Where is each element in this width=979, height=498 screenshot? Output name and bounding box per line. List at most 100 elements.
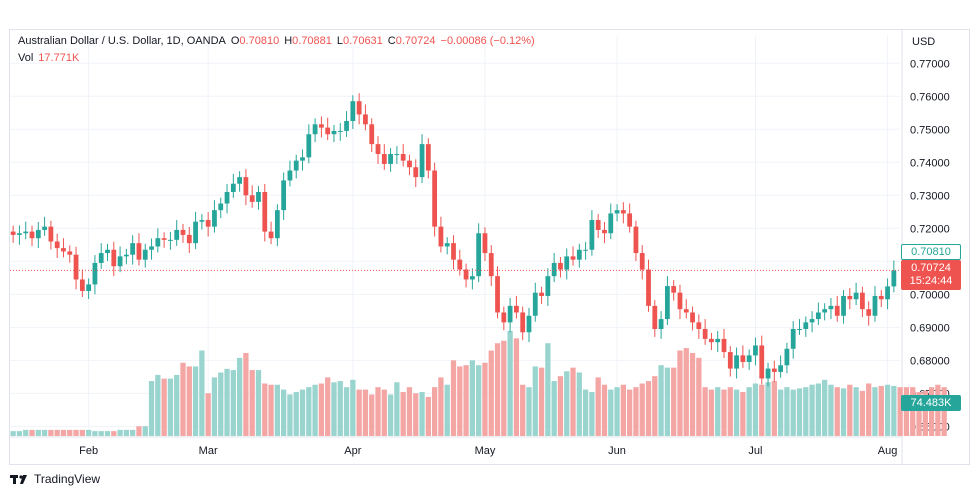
- candle-body: [482, 233, 488, 254]
- volume-bar: [54, 429, 60, 436]
- candle-body: [61, 248, 66, 252]
- volume-bar: [186, 366, 192, 436]
- volume-bar: [293, 392, 299, 436]
- volume-bar: [501, 340, 507, 436]
- volume-bar: [557, 376, 564, 436]
- volume-bar: [73, 429, 79, 436]
- volume-bar: [394, 382, 400, 436]
- volume-bar: [551, 381, 557, 436]
- volume-bar: [67, 429, 73, 436]
- candle-body: [48, 226, 54, 242]
- candle-body: [620, 210, 626, 214]
- volume-bar: [916, 392, 922, 436]
- candle-body: [815, 312, 821, 320]
- volume-bar: [853, 387, 859, 436]
- candle-body: [828, 305, 834, 310]
- volume-bar: [733, 389, 740, 436]
- candle-body: [161, 238, 167, 240]
- volume-bar: [16, 431, 23, 436]
- candle-body: [463, 269, 469, 280]
- candle-body: [847, 295, 853, 300]
- y-axis-title: USD: [912, 36, 935, 48]
- candle-body: [432, 170, 438, 227]
- volume-bar: [746, 387, 752, 436]
- volume-bar: [626, 389, 633, 436]
- y-tick-label: 0.68000: [910, 355, 950, 367]
- candle-body: [425, 144, 431, 171]
- volume-bar: [174, 374, 180, 436]
- volume-bar: [375, 387, 381, 436]
- volume-bar: [928, 387, 935, 436]
- candle-body: [300, 157, 305, 161]
- candle-body: [476, 233, 482, 277]
- candle-body: [142, 249, 148, 260]
- volume-bar: [268, 384, 274, 436]
- candle-body: [696, 322, 702, 329]
- volume-bar: [218, 372, 224, 436]
- volume-label: Vol: [18, 52, 34, 64]
- candle-body: [149, 246, 154, 250]
- volume-bar: [325, 377, 331, 436]
- tradingview-footer[interactable]: TradingView: [10, 472, 100, 486]
- change-value: −0.00086 (−0.12%): [440, 35, 535, 47]
- y-tick-label: 0.70000: [910, 289, 950, 301]
- volume-bar: [180, 362, 186, 436]
- volume-bar: [463, 365, 469, 436]
- volume-bar: [576, 372, 582, 436]
- candle-body: [627, 213, 633, 227]
- chart-frame[interactable]: [9, 29, 970, 465]
- volume-bar: [387, 394, 394, 436]
- candle-body: [325, 127, 331, 135]
- candle-body: [218, 203, 224, 211]
- volume-bar: [677, 350, 683, 436]
- volume-bar: [85, 429, 92, 436]
- volume-bar: [199, 350, 205, 436]
- volume-bar: [784, 387, 790, 436]
- candle-body: [558, 262, 563, 270]
- volume-bar: [230, 370, 236, 436]
- volume-bar: [362, 389, 369, 436]
- candle-body: [212, 210, 217, 227]
- prev-close-badge: 0.70810: [901, 244, 961, 260]
- candle-body: [105, 249, 110, 254]
- candle-body: [539, 292, 544, 296]
- volume-bar: [872, 387, 878, 436]
- volume-bar: [35, 429, 41, 436]
- candle-body: [168, 239, 173, 241]
- volume-bar: [740, 392, 746, 436]
- symbol-title: Australian Dollar / U.S. Dollar, 1D, OAN…: [18, 35, 226, 47]
- candle-body: [457, 259, 463, 270]
- candle-body: [243, 177, 249, 196]
- last-price-badge: 0.70724 15:24:44: [901, 260, 961, 290]
- candle-body: [394, 154, 400, 156]
- volume-bar: [752, 383, 759, 436]
- candle-body: [551, 262, 557, 277]
- candle-body: [17, 233, 22, 235]
- volume-bar: [476, 365, 482, 436]
- volume-bar: [595, 377, 601, 436]
- volume-bar: [771, 381, 777, 436]
- candle-body: [268, 231, 274, 239]
- close-label: C: [387, 35, 396, 47]
- candle-body: [331, 130, 337, 135]
- volume-bar: [337, 381, 343, 436]
- volume-bar: [148, 381, 155, 436]
- candle-body: [35, 229, 41, 239]
- volume-bar: [425, 396, 431, 436]
- candle-body: [602, 229, 607, 234]
- candle-body: [413, 167, 419, 178]
- volume-bar: [161, 378, 167, 436]
- volume-bar: [570, 367, 576, 436]
- volume-bar: [130, 429, 136, 436]
- volume-bar: [92, 431, 98, 436]
- volume-bar: [878, 385, 884, 436]
- volume-badge: 74.483K: [901, 395, 961, 411]
- volume-bar: [859, 390, 866, 436]
- candle-body: [407, 160, 412, 168]
- volume-bar: [419, 392, 425, 436]
- candle-body: [866, 309, 872, 316]
- candle-body: [293, 160, 299, 171]
- candle-body: [608, 213, 614, 234]
- candle-body: [10, 231, 16, 235]
